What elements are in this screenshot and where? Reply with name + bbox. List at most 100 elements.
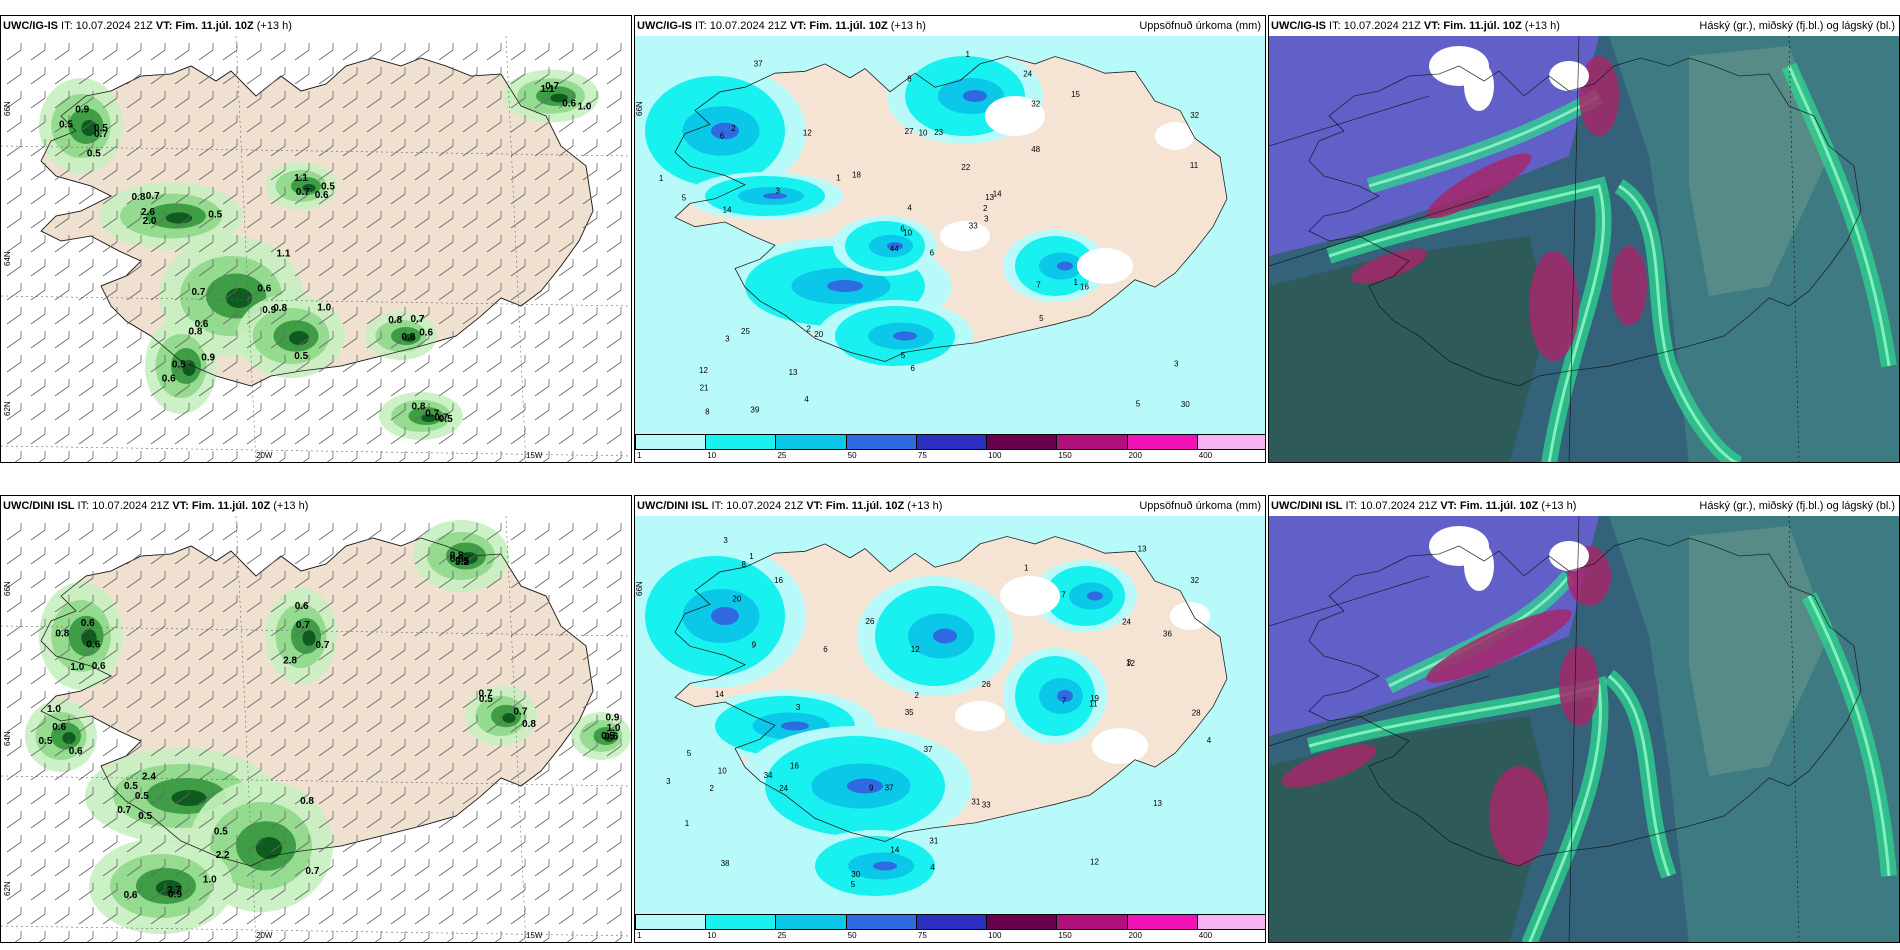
precip-value-label: 6 xyxy=(720,131,725,140)
wind-barb xyxy=(54,91,70,109)
wind-barb xyxy=(198,835,214,853)
wind-barb xyxy=(510,235,526,253)
wind-barb xyxy=(366,427,382,445)
wind-barb xyxy=(126,883,142,901)
wind-barb xyxy=(518,451,526,462)
wind-barb xyxy=(6,739,22,757)
wind-barb xyxy=(54,403,70,421)
wind-barb xyxy=(390,43,406,61)
mid-cloud-area xyxy=(1689,526,1829,776)
precip-value-label: 4 xyxy=(804,395,809,404)
wind-barb xyxy=(102,883,118,901)
wind-barb xyxy=(30,259,46,277)
precip-value-label: 16 xyxy=(790,762,799,771)
wind-barb xyxy=(302,451,310,462)
wind-barb xyxy=(414,571,430,589)
lon-tick-label: 20W xyxy=(256,451,273,460)
init-time: IT: 10.07.2024 21Z xyxy=(74,500,173,512)
wind-barb xyxy=(342,331,358,349)
wind-barb xyxy=(174,547,190,565)
wind-barb xyxy=(606,43,622,61)
wind-barb xyxy=(78,91,94,109)
wind-barb xyxy=(606,211,622,229)
precip-value-label: 0.9 xyxy=(75,105,89,116)
wind-barb xyxy=(366,667,382,685)
legend-label: 25 xyxy=(777,451,787,460)
wind-barb xyxy=(6,355,22,373)
precip-value-label: 0.6 xyxy=(195,319,209,330)
wind-barb xyxy=(102,571,118,589)
wind-barb xyxy=(6,331,22,349)
wind-barb xyxy=(318,907,334,925)
wind-barb xyxy=(270,379,286,397)
precip-value-label: 12 xyxy=(699,366,708,375)
wind-barb xyxy=(150,235,166,253)
wind-barb xyxy=(438,211,454,229)
wind-barb xyxy=(390,547,406,565)
wind-barb xyxy=(510,139,526,157)
wind-barb xyxy=(462,883,478,901)
wind-barb xyxy=(222,787,238,805)
wind-barb xyxy=(398,931,406,942)
wind-barb xyxy=(270,835,286,853)
wind-barb xyxy=(342,523,358,541)
wind-barb xyxy=(438,307,454,325)
wind-barb xyxy=(342,643,358,661)
wind-barb xyxy=(198,43,214,61)
wind-barb xyxy=(254,451,262,462)
wind-barb xyxy=(350,451,358,462)
legend-swatch xyxy=(705,914,777,930)
precip-value-label: 5 xyxy=(687,749,692,758)
precip-value-label: 1.0 xyxy=(607,723,621,734)
wind-barb xyxy=(414,91,430,109)
valid-time: VT: Fim. 11.júl. 10Z xyxy=(789,20,888,32)
precip-value-label: 13 xyxy=(789,368,798,377)
precip-value-label: 32 xyxy=(1190,111,1199,120)
wind-barb xyxy=(182,931,190,942)
precip-value-label: 34 xyxy=(764,771,773,780)
wind-barb xyxy=(486,547,502,565)
wind-barb xyxy=(102,787,118,805)
wind-barb xyxy=(486,739,502,757)
precip-value-label: 0.6 xyxy=(419,327,433,338)
wind-barb xyxy=(614,931,622,942)
wind-barb xyxy=(198,163,214,181)
wind-barb xyxy=(462,763,478,781)
wind-barb xyxy=(366,859,382,877)
precip-value-label: 14 xyxy=(890,845,899,854)
wind-barb xyxy=(414,403,430,421)
wind-barb xyxy=(198,235,214,253)
precip-value-label: 8 xyxy=(742,560,747,569)
wind-barb xyxy=(438,643,454,661)
wind-barb xyxy=(6,907,22,925)
wind-barb xyxy=(150,331,166,349)
precip-value-label: 2 xyxy=(915,691,920,700)
wind-barb xyxy=(174,691,190,709)
low-cloud-contour xyxy=(1328,184,1606,462)
wind-barb xyxy=(558,667,574,685)
wind-barb xyxy=(462,835,478,853)
wind-barb xyxy=(606,331,622,349)
wind-barb xyxy=(558,787,574,805)
wind-barb xyxy=(30,595,46,613)
wind-barb xyxy=(294,91,310,109)
wind-barb xyxy=(342,907,358,925)
wind-barb xyxy=(582,595,598,613)
wind-barb xyxy=(102,763,118,781)
wind-barb xyxy=(318,811,334,829)
wind-barb xyxy=(102,67,118,85)
wind-barb xyxy=(102,691,118,709)
precip-value-label: 38 xyxy=(721,859,730,868)
wind-barb xyxy=(318,235,334,253)
wind-barb xyxy=(294,139,310,157)
legend-label: 150 xyxy=(1058,451,1072,460)
wind-panel: UWC/IG-IS IT: 10.07.2024 21Z VT: Fim. 11… xyxy=(0,15,632,463)
wind-barb xyxy=(174,643,190,661)
wind-barb xyxy=(246,187,262,205)
precip-value-label: 0.7 xyxy=(296,187,310,198)
wind-barb xyxy=(582,667,598,685)
wind-barb xyxy=(246,571,262,589)
precip-value-label: 0.5 xyxy=(59,119,73,130)
precip-value-label: 2.4 xyxy=(142,772,156,783)
precip-shade xyxy=(827,280,863,292)
